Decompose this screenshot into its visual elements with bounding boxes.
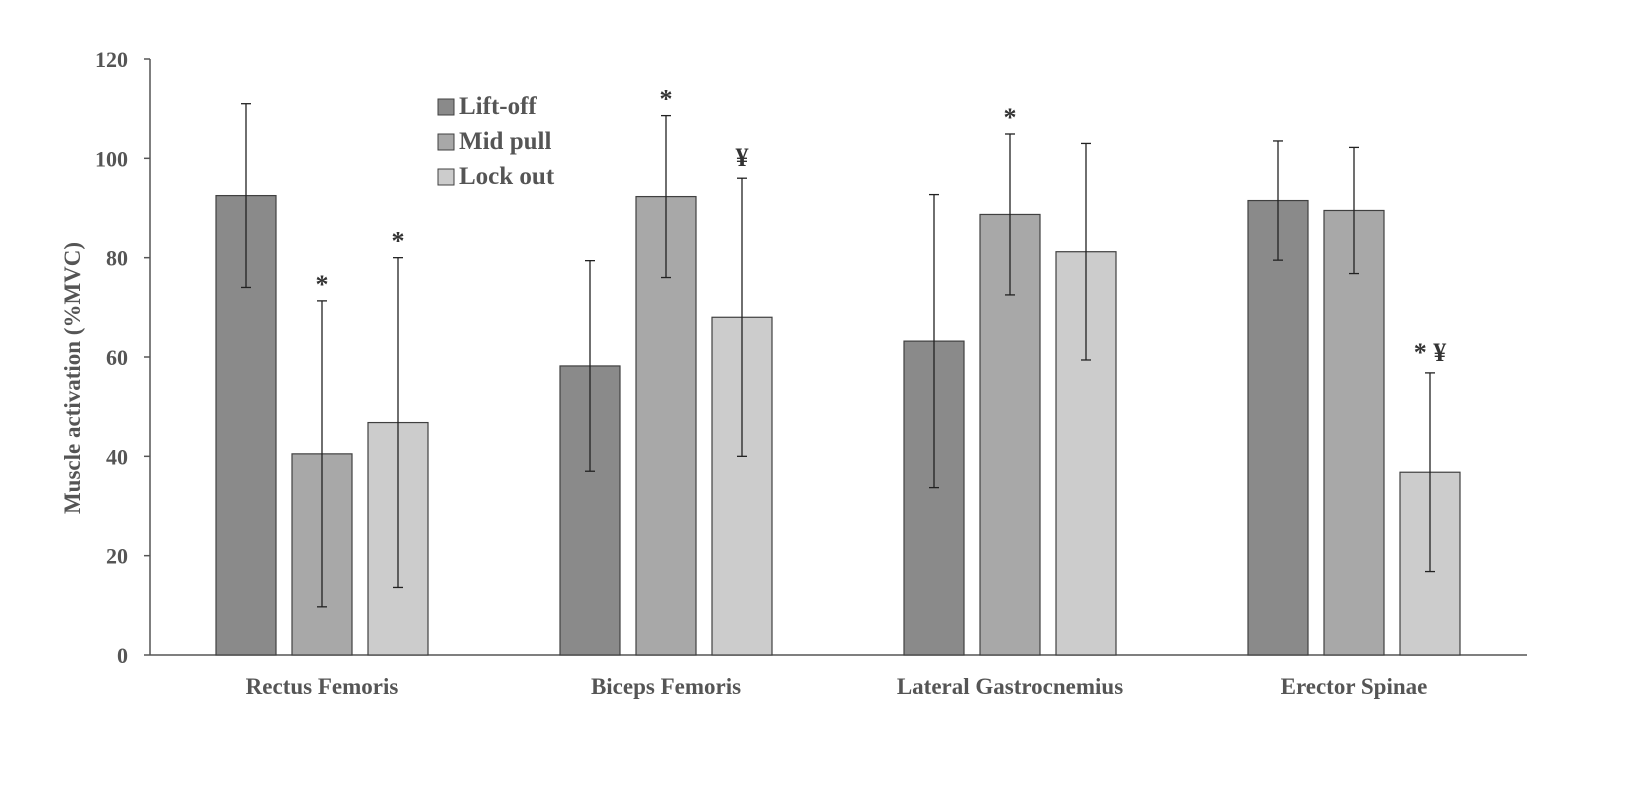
- y-tick-label: 40: [106, 444, 128, 469]
- bar: [1055, 251, 1117, 656]
- legend: Lift-off Mid pull Lock out: [437, 93, 555, 190]
- bars: [215, 103, 1461, 656]
- legend-swatch: [437, 133, 455, 151]
- y-tick-label: 120: [95, 47, 128, 72]
- y-axis-title: Muscle activation (%MVC): [60, 242, 85, 514]
- legend-swatch: [437, 98, 455, 116]
- x-category-label: Erector Spinae: [1281, 674, 1428, 699]
- significance-label: ¥: [736, 143, 749, 172]
- legend-label: Lock out: [459, 163, 555, 190]
- x-category-label: Rectus Femoris: [246, 674, 399, 699]
- bar: [711, 316, 773, 656]
- legend-label: Lift-off: [459, 93, 537, 120]
- y-tick-label: 0: [117, 643, 128, 668]
- y-tick-label: 80: [106, 246, 128, 271]
- x-category-label: Biceps Femoris: [591, 674, 741, 699]
- significance-label: * ¥: [1414, 338, 1447, 367]
- bar: [1323, 209, 1385, 656]
- y-tick-label: 100: [95, 146, 128, 171]
- legend-label: Mid pull: [459, 128, 551, 155]
- significance-label: *: [1004, 103, 1017, 132]
- significance-label: *: [660, 85, 673, 114]
- y-tick-label: 60: [106, 345, 128, 370]
- significance-label: *: [316, 270, 329, 299]
- labels: * * * * ¥ * ¥: [316, 85, 1447, 367]
- bar: [1247, 199, 1309, 656]
- x-category-label: Lateral Gastrocnemius: [897, 674, 1123, 699]
- legend-swatch: [437, 168, 455, 186]
- axes: 0 20 40 60 80 100 120 Rectus Femoris Biceps Femo…: [95, 47, 1527, 699]
- significance-label: *: [392, 227, 405, 256]
- y-tick-label: 20: [106, 544, 128, 569]
